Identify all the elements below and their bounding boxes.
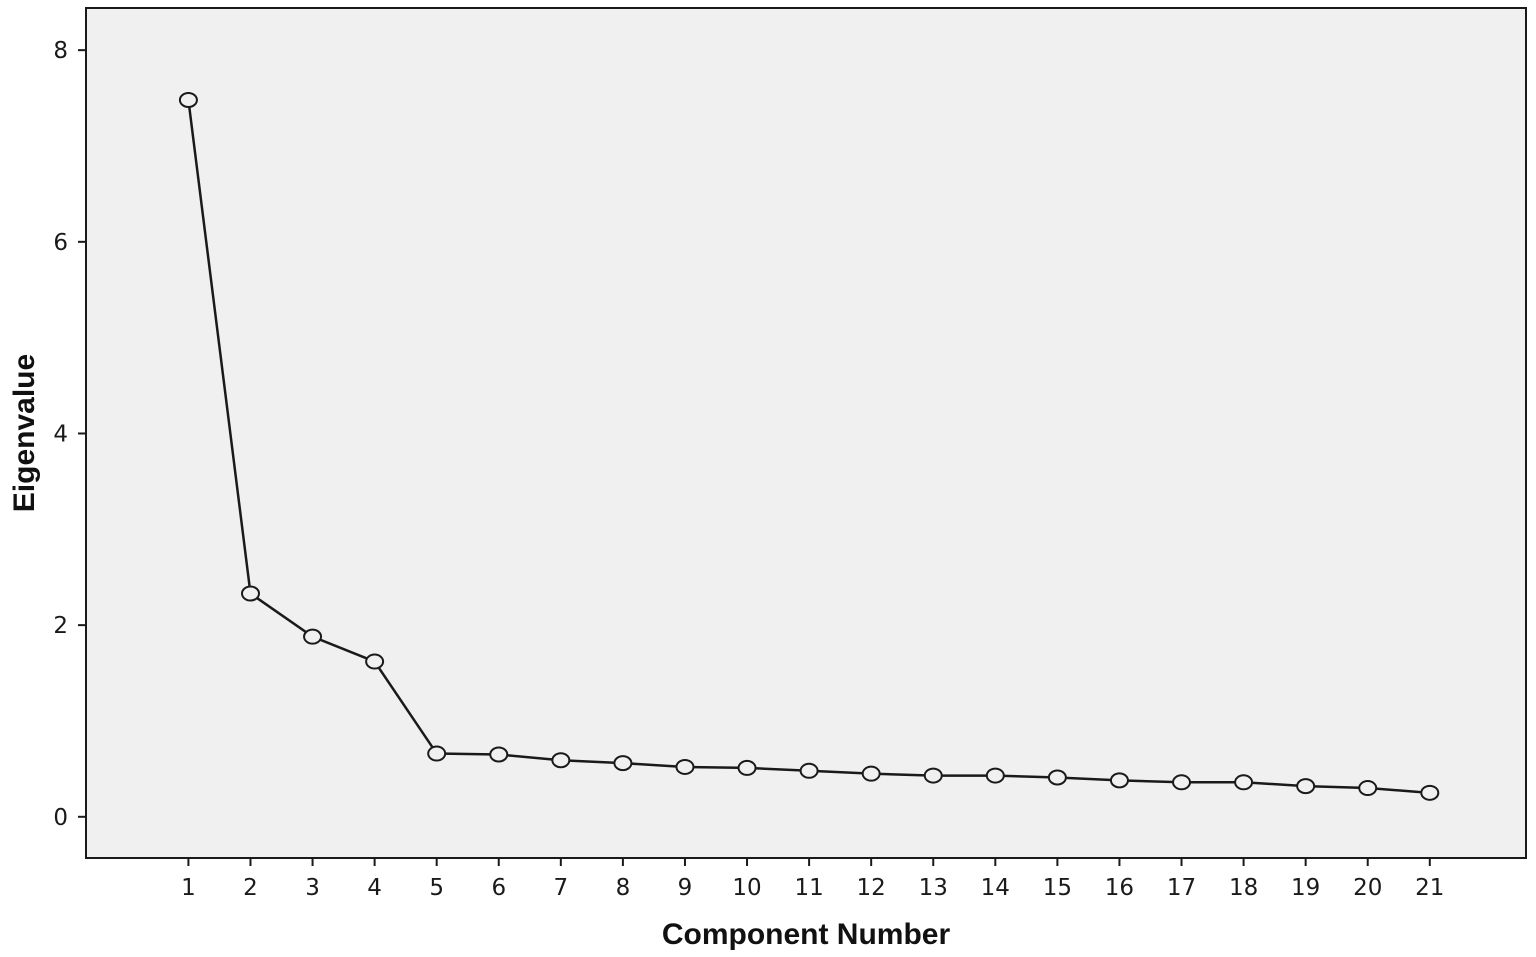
x-tick-label: 4 xyxy=(367,875,382,901)
x-tick-label: 16 xyxy=(1105,875,1134,901)
data-point xyxy=(923,767,943,784)
x-tick-label: 12 xyxy=(857,875,886,901)
data-point xyxy=(551,752,571,769)
x-tick-label: 7 xyxy=(554,875,569,901)
x-tick-label: 11 xyxy=(794,875,823,901)
x-tick-label: 3 xyxy=(305,875,320,901)
data-point xyxy=(240,585,260,602)
y-axis: 0 2 4 6 8 xyxy=(53,38,86,831)
x-tick-label: 17 xyxy=(1167,875,1196,901)
x-tick-label: 15 xyxy=(1043,875,1072,901)
data-point xyxy=(985,767,1005,784)
data-point xyxy=(1358,780,1378,797)
y-tick-label: 2 xyxy=(53,613,68,639)
x-tick-label: 13 xyxy=(919,875,948,901)
x-tick-label: 5 xyxy=(429,875,444,901)
x-tick-label: 21 xyxy=(1415,875,1444,901)
x-tick-label: 8 xyxy=(616,875,631,901)
y-tick-label: 4 xyxy=(53,421,68,447)
y-axis-title: Eigenvalue xyxy=(8,354,41,512)
data-point xyxy=(1109,772,1129,789)
data-point xyxy=(861,765,881,782)
data-point xyxy=(489,746,509,763)
data-point xyxy=(178,91,198,108)
data-point xyxy=(1420,784,1440,801)
x-axis-title: Component Number xyxy=(662,918,951,951)
plot-area xyxy=(85,7,1527,859)
y-tick-label: 0 xyxy=(53,805,68,831)
series-layer xyxy=(178,91,1440,801)
x-tick-label: 10 xyxy=(732,875,761,901)
data-point xyxy=(1172,774,1192,791)
data-point xyxy=(303,628,323,645)
y-tick-label: 6 xyxy=(53,230,68,256)
x-tick-label: 20 xyxy=(1353,875,1382,901)
x-tick-label: 14 xyxy=(981,875,1010,901)
data-point xyxy=(1296,778,1316,795)
x-tick-label: 1 xyxy=(181,875,196,901)
x-tick-label: 2 xyxy=(243,875,258,901)
data-point xyxy=(799,762,819,779)
data-point xyxy=(1047,769,1067,786)
data-point xyxy=(675,758,695,775)
x-axis: 1 2 3 4 5 6 7 8 9 10 11 12 13 14 15 16 17 18 19 20 21 xyxy=(181,858,1444,901)
x-tick-label: 6 xyxy=(491,875,506,901)
data-point xyxy=(737,759,757,776)
data-point xyxy=(613,755,633,772)
x-tick-label: 9 xyxy=(678,875,693,901)
x-tick-label: 18 xyxy=(1229,875,1258,901)
x-tick-label: 19 xyxy=(1291,875,1320,901)
data-point xyxy=(365,653,385,670)
y-tick-label: 8 xyxy=(53,38,68,64)
data-point xyxy=(1234,774,1254,791)
data-point xyxy=(427,745,447,762)
